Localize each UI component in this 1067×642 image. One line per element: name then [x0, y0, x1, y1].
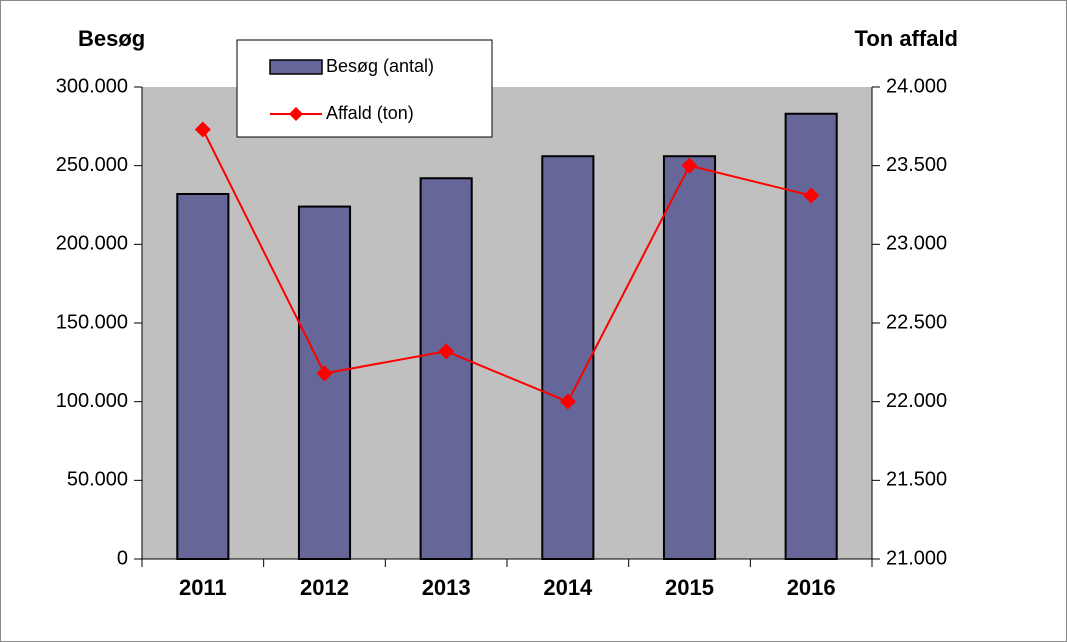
- legend-swatch: [269, 59, 323, 75]
- y-tick-label: 150.000: [56, 311, 128, 333]
- bar: [662, 155, 717, 561]
- y2-tick-label: 22.000: [886, 390, 947, 412]
- x-tick-label: 2015: [665, 575, 714, 600]
- y-tick-label: 100.000: [56, 390, 128, 412]
- marker: [438, 343, 455, 360]
- y2-axis-title: Ton affald: [855, 26, 958, 51]
- marker: [194, 121, 211, 138]
- y-tick-label: 300.000: [56, 75, 128, 97]
- bar: [176, 192, 230, 560]
- y-axis-title: Besøg: [78, 26, 145, 51]
- legend-label: Affald (ton): [326, 103, 414, 123]
- x-tick-label: 2014: [543, 575, 593, 600]
- x-tick-label: 2011: [179, 575, 227, 600]
- y2-tick-label: 22.500: [886, 311, 947, 333]
- y2-tick-label: 21.000: [886, 547, 947, 569]
- y2-tick-label: 23.000: [886, 233, 947, 255]
- bar: [419, 177, 473, 560]
- marker: [316, 365, 333, 382]
- marker: [559, 393, 576, 410]
- line: [201, 129, 812, 403]
- bar: [297, 205, 352, 560]
- y-tick-label: 50.000: [67, 469, 128, 491]
- y2-tick-label: 24.000: [886, 75, 947, 97]
- marker: [803, 187, 820, 204]
- bar: [784, 112, 838, 560]
- x-tick-label: 2013: [422, 575, 471, 600]
- legend-marker: [289, 107, 303, 121]
- bar: [541, 155, 595, 561]
- y-tick-label: 250.000: [56, 154, 128, 176]
- legend: [236, 39, 493, 138]
- y-tick-label: 200.000: [56, 233, 128, 255]
- plot-area: [142, 87, 872, 559]
- y2-tick-label: 23.500: [886, 154, 947, 176]
- y2-tick-label: 21.500: [886, 469, 947, 491]
- legend-label: Besøg (antal): [326, 56, 434, 76]
- x-tick-label: 2012: [300, 575, 349, 600]
- x-tick-label: 2016: [787, 575, 836, 600]
- marker: [681, 157, 698, 174]
- y-tick-label: 0: [117, 547, 128, 569]
